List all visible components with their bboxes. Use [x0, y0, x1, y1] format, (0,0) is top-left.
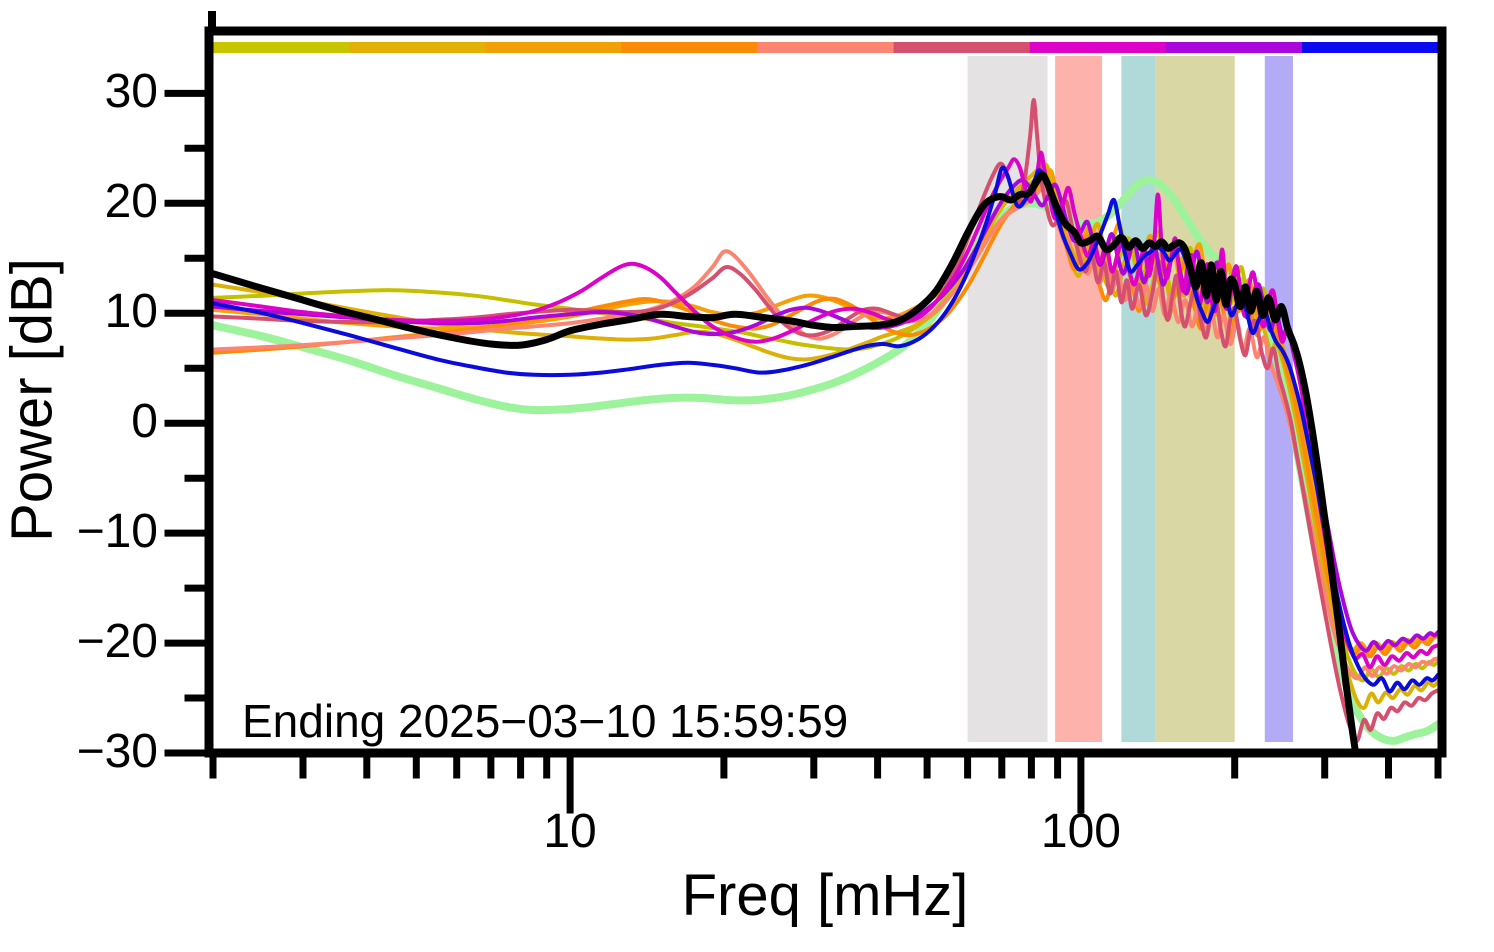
station-color-strip-segment	[1029, 42, 1167, 53]
y-axis-title: Power [dB]	[0, 258, 65, 542]
freq-band	[1155, 56, 1235, 742]
y-tick-label: 20	[104, 175, 158, 229]
station-color-strip-segment	[621, 42, 758, 53]
y-tick-label: 10	[104, 285, 158, 339]
y-tick-label: −10	[76, 505, 158, 559]
freq-band	[1121, 56, 1156, 742]
series-purple	[213, 178, 1438, 653]
series-magenta	[213, 150, 1438, 670]
y-tick-label: 30	[104, 65, 158, 119]
station-color-strip-segment	[349, 42, 486, 53]
curves-group	[213, 97, 1438, 754]
series-rose	[213, 97, 1438, 743]
station-color-strip-segment	[485, 42, 622, 53]
series-mean	[213, 171, 1360, 754]
series-pale-green	[213, 176, 1438, 745]
x-tick-label: 10	[543, 805, 597, 858]
series-orange	[213, 168, 1438, 654]
y-tick-label: 0	[131, 395, 158, 449]
x-tick-label: 100	[1040, 805, 1121, 858]
station-color-strip-segment	[757, 42, 895, 53]
series-dark-orange	[213, 179, 1438, 659]
y-tick-label: −30	[76, 725, 158, 779]
y-tick-label: −20	[76, 615, 158, 669]
series-salmon	[213, 185, 1438, 681]
plot-frame	[204, 26, 1447, 758]
series-blue	[213, 165, 1438, 694]
freq-band	[967, 56, 1048, 742]
ending-time-annotation: Ending 2025−03−10 15:59:59	[242, 695, 849, 747]
series-gold	[213, 162, 1438, 710]
freq-band	[1055, 56, 1103, 742]
station-color-strip-segment	[893, 42, 1031, 53]
series-olive	[213, 168, 1438, 683]
station-color-strip-segment	[1165, 42, 1303, 53]
x-axis-title: Freq [mHz]	[681, 863, 969, 928]
station-color-strip-segment	[1301, 42, 1439, 53]
station-color-strip-segment	[213, 42, 350, 53]
